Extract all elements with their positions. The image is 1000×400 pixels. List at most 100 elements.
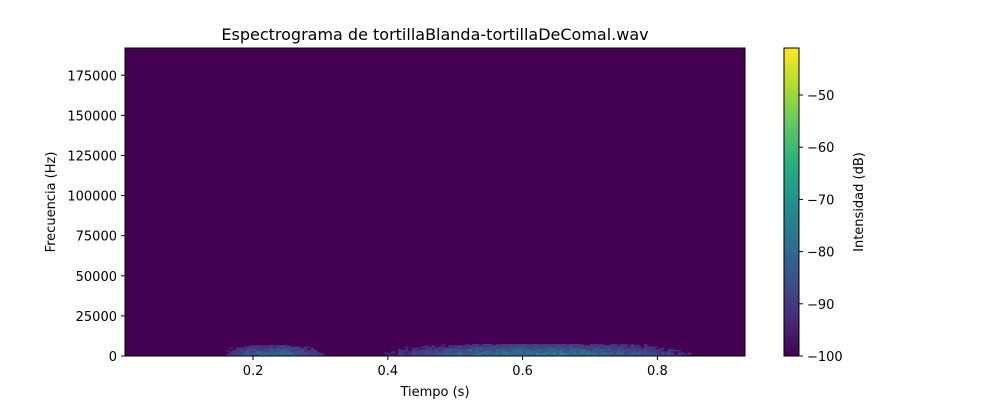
- spectrogram-cell: [610, 352, 614, 354]
- spectrogram-cell: [600, 345, 604, 347]
- spectrogram-cell: [246, 353, 250, 356]
- spectrogram-cell: [303, 347, 308, 350]
- spectrogram-cell: [472, 343, 476, 346]
- spectrogram-cell: [236, 348, 240, 351]
- spectrogram-cell: [542, 351, 547, 353]
- spectrogram-cell: [563, 346, 567, 348]
- spectrogram-cell: [505, 354, 510, 356]
- spectrogram-cell: [630, 343, 635, 346]
- spectrogram-cell: [300, 351, 304, 353]
- spectrogram-cell: [273, 353, 277, 356]
- spectrogram-cell: [296, 347, 301, 350]
- colorbar-ticks: −100 −90 −80 −70 −60 −50: [799, 89, 843, 365]
- spectrogram-cell: [283, 351, 288, 353]
- spectrogram-cell: [633, 348, 638, 351]
- spectrogram-cell: [259, 354, 264, 356]
- spectrogram-cell: [276, 354, 281, 356]
- spectrogram-cell: [418, 354, 422, 356]
- spectrogram-cell: [586, 351, 591, 353]
- spectrogram-cell: [404, 346, 409, 348]
- spectrogram-cell: [256, 349, 261, 352]
- spectrogram-cell: [525, 353, 530, 356]
- spectrogram-cell: [296, 348, 301, 351]
- spectrogram-cell: [259, 351, 264, 353]
- spectrogram-cell: [509, 345, 513, 347]
- spectrogram-cell: [401, 352, 405, 354]
- spectrogram-cell: [654, 353, 658, 356]
- spectrogram-cell: [485, 349, 490, 352]
- spectrogram-cell: [566, 351, 571, 353]
- spectrogram-cell: [552, 351, 557, 353]
- spectrogram-cell: [590, 349, 594, 352]
- y-tick-label: 100000: [67, 190, 117, 205]
- spectrogram-cell: [502, 343, 507, 346]
- spectrogram-cell: [643, 352, 648, 354]
- spectrogram-cell: [590, 348, 594, 351]
- spectrogram-cell: [522, 343, 527, 346]
- spectrogram-cell: [495, 354, 500, 356]
- spectrogram-cell: [600, 354, 604, 356]
- spectrogram-cell: [600, 351, 604, 353]
- colorbar: −100 −90 −80 −70 −60 −50 Intensidad (dB): [783, 47, 867, 365]
- spectrogram-cell: [552, 345, 557, 347]
- spectrogram-cell: [586, 345, 591, 347]
- spectrogram-cell: [253, 352, 257, 354]
- spectrogram-cell: [650, 353, 655, 356]
- spectrogram-cell: [411, 354, 416, 356]
- spectrogram-cell: [593, 347, 598, 350]
- spectrogram-cell: [293, 348, 298, 351]
- spectrogram-cell: [643, 351, 648, 353]
- spectrogram-cell: [499, 343, 503, 346]
- spectrogram-cell: [391, 351, 395, 353]
- spectrogram-cell: [482, 347, 486, 350]
- spectrogram-cell: [461, 353, 466, 356]
- spectrogram-cell: [290, 348, 294, 351]
- spectrogram-cell: [603, 351, 608, 353]
- spectrogram-cell: [290, 353, 294, 356]
- spectrogram-cell: [654, 348, 658, 351]
- spectrogram-cell: [408, 354, 412, 356]
- spectrogram-cell: [573, 343, 577, 346]
- spectrogram-cell: [296, 353, 301, 356]
- spectrogram-cell: [650, 352, 655, 354]
- spectrogram-cell: [421, 353, 426, 356]
- spectrogram-cell: [552, 352, 557, 354]
- spectrogram-cell: [499, 354, 503, 356]
- spectrogram-cell: [539, 347, 544, 350]
- spectrogram-cell: [583, 353, 587, 356]
- spectrogram-cell: [616, 348, 621, 351]
- spectrogram-cell: [522, 353, 527, 356]
- spectrogram-cell: [603, 354, 608, 356]
- spectrogram-cell: [647, 348, 651, 351]
- spectrogram-cell: [654, 352, 658, 354]
- spectrogram-cell: [269, 353, 274, 356]
- spectrogram-cell: [512, 353, 517, 356]
- spectrogram-cell: [317, 352, 321, 354]
- spectrogram-cell: [499, 353, 503, 356]
- spectrogram-cell: [290, 354, 294, 356]
- spectrogram-cell: [485, 346, 490, 348]
- spectrogram-cell: [229, 354, 234, 356]
- spectrogram-cell: [569, 351, 574, 353]
- spectrogram-cell: [512, 346, 517, 348]
- spectrogram-cell: [573, 348, 577, 351]
- spectrogram-cell: [269, 346, 274, 348]
- spectrogram-cell: [525, 349, 530, 352]
- spectrogram-cell: [677, 353, 682, 356]
- spectrogram-cell: [532, 347, 537, 350]
- spectrogram-cell: [549, 354, 554, 356]
- spectrogram-cell: [539, 354, 544, 356]
- colorbar-tick-label: −90: [807, 298, 834, 313]
- spectrogram-cell: [549, 351, 554, 353]
- spectrogram-cell: [397, 348, 402, 351]
- spectrogram-cell: [259, 349, 264, 352]
- spectrogram-cell: [276, 346, 281, 348]
- spectrogram-cell: [465, 352, 469, 354]
- spectrogram-cell: [674, 354, 678, 356]
- spectrogram-cell: [687, 352, 692, 354]
- spectrogram-cell: [472, 354, 476, 356]
- spectrogram-cell: [647, 351, 651, 353]
- spectrogram-cell: [273, 348, 277, 351]
- spectrogram-cell: [303, 352, 308, 354]
- spectrogram-cell: [563, 345, 567, 347]
